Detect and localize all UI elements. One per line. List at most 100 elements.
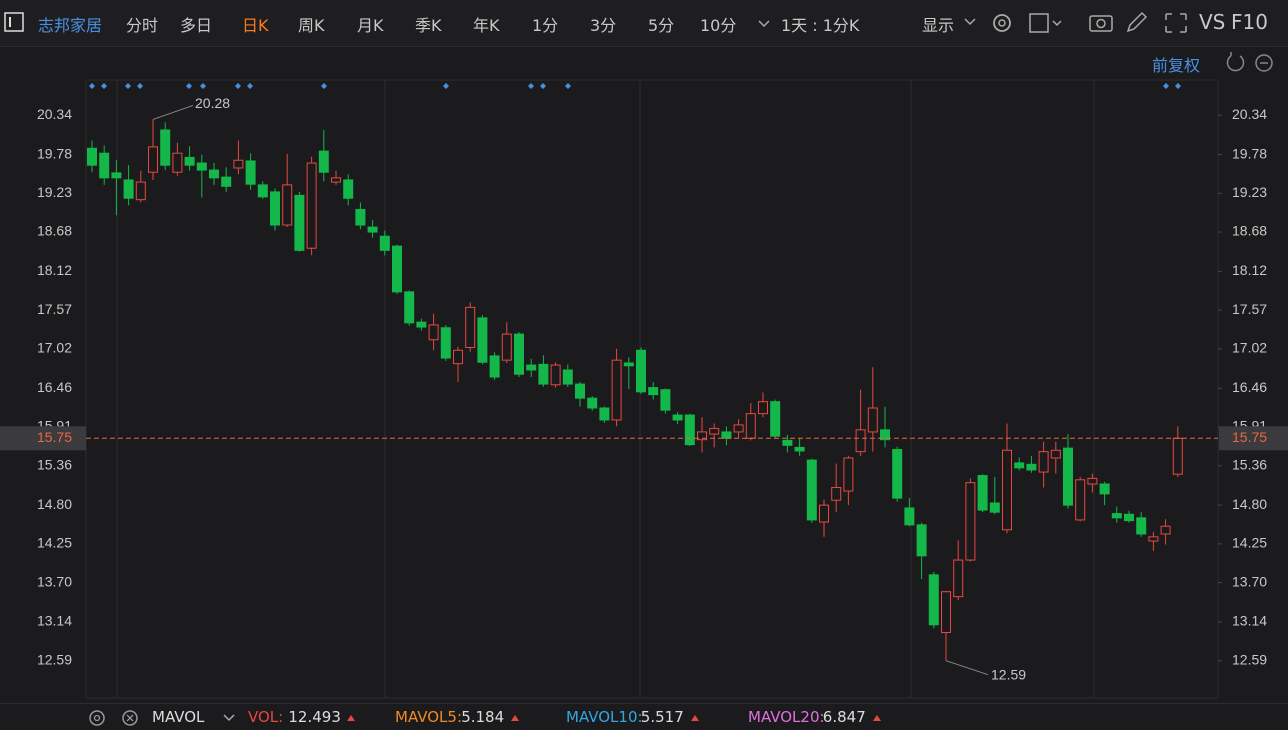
tab[interactable]: 周K — [298, 16, 325, 35]
indicator-icons — [89, 710, 138, 726]
grid — [85, 79, 1219, 699]
y-tick-label-right: 14.80 — [1232, 496, 1267, 512]
y-tick-label: 20.34 — [37, 106, 72, 122]
candle-body — [196, 162, 207, 171]
candle-body — [636, 349, 646, 393]
candle-body — [306, 162, 317, 249]
tab[interactable]: 1分 — [532, 16, 559, 35]
candle-body — [562, 369, 573, 385]
tab[interactable]: 年K — [473, 16, 500, 35]
candle-body — [648, 387, 659, 396]
candle-body — [623, 362, 634, 367]
candle-body — [245, 160, 256, 185]
candle-body — [1136, 517, 1147, 535]
price-tag-bg — [1219, 426, 1288, 451]
candle-body — [294, 194, 305, 251]
candle-body — [404, 291, 415, 324]
y-tick-label-right: 13.14 — [1232, 613, 1267, 629]
y-tick-label: 17.57 — [37, 301, 72, 317]
period-select[interactable]: 1天 : 1分K — [781, 16, 860, 35]
stat-label: VOL: — [248, 708, 284, 726]
candle-body — [1026, 463, 1037, 471]
y-tick-label: 14.25 — [37, 535, 72, 551]
candle-body — [526, 364, 537, 371]
indicator-name[interactable]: MAVOL — [152, 708, 205, 726]
tab[interactable]: 季K — [415, 16, 442, 35]
vs-button[interactable]: VS — [1199, 10, 1226, 34]
tab[interactable]: 10分 — [700, 16, 737, 35]
candle-body — [160, 129, 171, 166]
menu-icon[interactable] — [4, 12, 26, 34]
y-tick-label-right: 19.23 — [1232, 184, 1267, 200]
candle-body — [184, 156, 195, 166]
tab[interactable]: 多日 — [180, 16, 213, 35]
candle-body — [477, 317, 488, 363]
candle-body — [1160, 525, 1171, 535]
y-tick-label-right: 17.02 — [1232, 340, 1267, 356]
candle-body — [489, 355, 500, 378]
y-tick-label: 17.02 — [37, 340, 72, 356]
candle-body — [721, 431, 732, 439]
candle-body — [87, 147, 97, 166]
low-annotation: 12.59 — [991, 666, 1026, 682]
candle-body — [367, 226, 378, 233]
stock-name[interactable]: 志邦家居 — [38, 16, 103, 35]
candle-body — [209, 169, 219, 179]
stat-value: 6.847 — [822, 708, 866, 726]
candle-body — [355, 209, 366, 226]
dropdown[interactable] — [757, 19, 771, 29]
y-tick-label: 14.80 — [37, 496, 72, 512]
candle-body — [282, 184, 293, 226]
y-tick-label-right: 15.36 — [1232, 456, 1267, 472]
candle-body — [428, 324, 439, 341]
candle-body — [453, 349, 463, 365]
up-arrow — [690, 715, 699, 721]
candle-body — [233, 159, 244, 169]
candle-body — [514, 333, 524, 375]
event-markers — [89, 83, 1181, 89]
candle-body — [867, 407, 878, 433]
candle-body — [794, 446, 805, 452]
y-tick-label: 15.91 — [37, 418, 72, 434]
candle-body — [782, 439, 793, 446]
indicator-dropdown[interactable] — [222, 713, 236, 723]
tab[interactable]: 月K — [357, 16, 384, 35]
candle-body — [733, 424, 744, 433]
candle-body — [977, 475, 988, 511]
y-tick-label-right: 20.34 — [1232, 106, 1267, 122]
candle-body — [1172, 437, 1183, 475]
candle-body — [941, 591, 951, 634]
tool-icons — [964, 11, 1187, 33]
candle-body — [343, 179, 354, 199]
f10-button[interactable]: F10 — [1231, 10, 1268, 34]
candle-body — [392, 245, 402, 293]
y-tick-label: 12.59 — [37, 651, 72, 667]
toolbar: 志邦家居 1天 : 1分K 显示 VS F10 — [0, 0, 1288, 47]
candle-body — [965, 482, 976, 561]
candle-body — [1111, 513, 1122, 519]
tab[interactable]: 3分 — [590, 16, 617, 35]
candle-body — [1099, 483, 1110, 495]
y-tick-label-right: 12.59 — [1232, 651, 1267, 667]
y-tick-label-right: 18.12 — [1232, 262, 1267, 278]
y-tick-label: 18.12 — [37, 262, 72, 278]
candle-body — [575, 383, 585, 399]
adjust-mode[interactable]: 前复权 — [1152, 56, 1201, 75]
candle-body — [99, 152, 110, 179]
tab[interactable]: 分时 — [126, 16, 159, 35]
tab[interactable]: 日K — [242, 16, 269, 35]
y-tick-label: 13.70 — [37, 573, 72, 589]
candle-body — [1002, 449, 1012, 531]
tab[interactable]: 5分 — [648, 16, 675, 35]
y-tick-label: 15.36 — [37, 456, 72, 472]
stat-label: MAVOL20: — [748, 708, 825, 726]
candle-body — [770, 401, 781, 437]
annotation-leader — [945, 660, 989, 676]
candle-body — [416, 321, 427, 328]
candle-body — [672, 414, 683, 421]
display-button[interactable]: 显示 — [922, 16, 955, 35]
stat-label: MAVOL10: — [566, 708, 643, 726]
candle-body — [1087, 477, 1098, 485]
